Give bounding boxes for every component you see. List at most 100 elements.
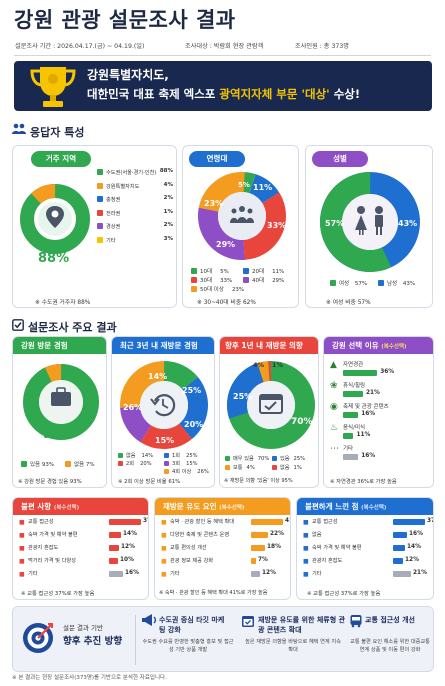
age-note: ※ 30~40대 비중 62% [197, 300, 256, 306]
discomfort-label: 교통 접근성 [28, 519, 54, 525]
revisit1-slice-neutral: 4% [253, 361, 265, 369]
improve-label: 없음 [312, 532, 322, 538]
banner-line2-text: 대한민국 대표 축제 엑스포 [87, 87, 220, 101]
direction-item3-title: 교통 접근성 개선 [365, 616, 415, 624]
visit-title: 강원 방문 경험 [13, 337, 106, 354]
factors-note: ※ 숙박 · 관광 할인 등 혜택 확대 41%로 가장 높음 [159, 590, 268, 596]
age-slice-40: 29% [216, 240, 235, 249]
region-legend-item: 강원특별자치도 4% [97, 182, 173, 191]
survey-target: 조사대상 : 박람회 현장 관람객 [185, 43, 264, 50]
reason-label: 축제 및 관광 콘텐츠 [343, 404, 389, 410]
reason-bar [343, 412, 359, 418]
revisit1-legend-value: 70% [257, 456, 270, 462]
direction-item1-desc: 수도권 수요를 반영한 맞춤형 홍보 및 접근성 기반 상품 개발 [142, 639, 234, 653]
revisit1-legend-item: 매우 있음 70% [225, 456, 269, 462]
revisit3-legend-value: 20% [140, 461, 152, 467]
age-legend-name: 40대 [252, 278, 265, 284]
discomfort-bullet-icon: ■ [19, 558, 25, 565]
revisit1-slice-very: 70% [291, 417, 313, 427]
revisit3-slice-none: 14% [148, 372, 167, 381]
age-slice-50: 23% [204, 199, 223, 208]
region-note: ※ 수도권 거주자 88% [35, 300, 91, 306]
revisit3-card: 최근 3년 내 재방문 경험 14% 25% 20% 15% 26% ※ 2회 … [111, 336, 215, 488]
factors-value: 7% [258, 557, 268, 563]
gender-male-label: 43% [398, 219, 417, 228]
reason-value: 21% [365, 390, 380, 396]
region-legend-name: 충청권 [106, 197, 121, 203]
discomfort-bar [109, 532, 121, 538]
gender-female-label: 57% [325, 219, 344, 228]
revisit1-card: 향후 1년 내 재방문 의향 70% 25% 4% 1% ※ 재방문 의향 '있… [219, 336, 319, 488]
gender-card: 성별 57% 43% 여성 57% 남성 43% ※ 여성 비중 57% [305, 145, 433, 308]
revisit3-legend-item: 1회 25% [164, 453, 198, 459]
improve-note: ※ 교통 접근성 37%로 가장 높음 [307, 591, 381, 597]
improve-value: 14% [407, 544, 421, 550]
reasons-title: 강원 선택 이유 (복수선택) [324, 337, 433, 354]
reason-value: 16% [361, 453, 376, 459]
age-legend-name: 20대 [252, 269, 265, 275]
discomfort-bullet-icon: ■ [19, 532, 25, 539]
discomfort-value: 10% [120, 557, 134, 563]
reason-value: 11% [356, 432, 371, 438]
age-legend-value: 5% [220, 269, 229, 275]
reason-label: 자연경관 [343, 362, 364, 368]
revisit1-legend-item: 없음 1% [272, 465, 302, 471]
target-icon [23, 623, 53, 653]
revisit3-donut: 14% 25% 20% 15% 26% [120, 361, 208, 449]
users-icon [12, 123, 26, 134]
age-legend-value: 29% [272, 278, 285, 284]
food-icon: ♨ [330, 423, 339, 433]
age-legend-item: 20대 11% [243, 268, 284, 276]
revisit3-note: ※ 2회 이상 방문 비율 61% [118, 479, 181, 485]
factors-bullet-icon: ■ [161, 519, 167, 526]
checkbox-icon [12, 319, 24, 331]
revisit3-legend-value: 15% [186, 461, 198, 467]
improve-label: 숙박 가격 및 예약 불편 [312, 545, 362, 551]
page-title: 강원 관광 설문조사 결과 [14, 8, 236, 32]
reason-value: 36% [380, 369, 395, 375]
leaf-icon: ❀ [330, 381, 338, 391]
discomfort-bullet-icon: ■ [19, 571, 25, 578]
factors-label: 관광 정보 제공 강화 [170, 558, 214, 564]
age-donut: 11% 5% 33% 29% 23% [198, 172, 286, 260]
revisit1-legend-value: 1% [293, 465, 302, 471]
region-legend-name: 수도권(서울·경기·인천) [106, 170, 157, 176]
revisit1-legend-name: 없음 [280, 465, 290, 471]
age-slice-30: 33% [267, 221, 286, 230]
reason-label: 휴식/힐링 [343, 383, 366, 389]
gender-note: ※ 여성 비중 57% [326, 300, 371, 306]
discomfort-note: ※ 교통 접근성 37%로 가장 높음 [21, 591, 95, 597]
footnote: ※ 본 결과는 현장 설문조사(373명)를 기반으로 분석한 자료입니다. [12, 675, 167, 681]
banner-line2: 대한민국 대표 축제 엑스포 광역지자체 부문 '대상' 수상! [87, 87, 360, 101]
factors-value: 18% [267, 544, 281, 550]
revisit3-title: 최근 3년 내 재방문 경험 [112, 337, 214, 354]
region-title: 거주 지역 [31, 151, 91, 167]
improve-value: 37% [427, 518, 433, 524]
region-legend-value: 3% [163, 235, 173, 242]
revisit1-legend-value: 25% [293, 456, 306, 462]
region-legend-item: 경상권 2% [97, 222, 173, 231]
discomfort-bullet-icon: ■ [19, 545, 25, 552]
factors-label: 다양한 축제 및 콘텐츠 운영 [170, 532, 230, 538]
improve-value: 21% [413, 570, 427, 576]
reasons-card: 강원 선택 이유 (복수선택) ※ 자연경관 36%로 가장 높음 ▲ 자연경관 3… [323, 336, 434, 488]
visit-card: 강원 방문 경험 93% 있음 93% 없음 7% ※ 강원 방문 경험 있음 … [12, 336, 107, 488]
factors-bullet-icon: ■ [161, 545, 167, 552]
age-legend-value: 33% [220, 278, 233, 284]
revisit1-legend-name: 보통 [233, 465, 243, 471]
reason-label: 기타 [343, 446, 354, 452]
survey-period: 설문조사 기간 : 2026.04.17.(금) ~ 04.19.(일) [15, 43, 145, 50]
revisit1-legend-name: 매우 있음 [233, 456, 254, 462]
direction-item3-desc: 교통 불편 요인 해소를 위한 대중교통 연계 상품 및 이동 편의 강화 [350, 639, 430, 653]
improve-bullet-icon: ■ [303, 545, 309, 552]
factors-value: 41% [285, 518, 290, 524]
reason-bar [343, 370, 378, 376]
improve-bullet-icon: ■ [303, 519, 309, 526]
revisit3-slice-4: 26% [123, 403, 142, 412]
megaphone-icon [142, 614, 157, 626]
reason-bar [343, 391, 363, 397]
revisit1-slice-yes: 25% [233, 392, 252, 401]
discomfort-label: 먹거리 가격 및 다양성 [28, 558, 76, 564]
revisit1-title: 향후 1년 내 재방문 의향 [220, 337, 318, 354]
visit-legend-no: 없음 7% [65, 461, 95, 469]
